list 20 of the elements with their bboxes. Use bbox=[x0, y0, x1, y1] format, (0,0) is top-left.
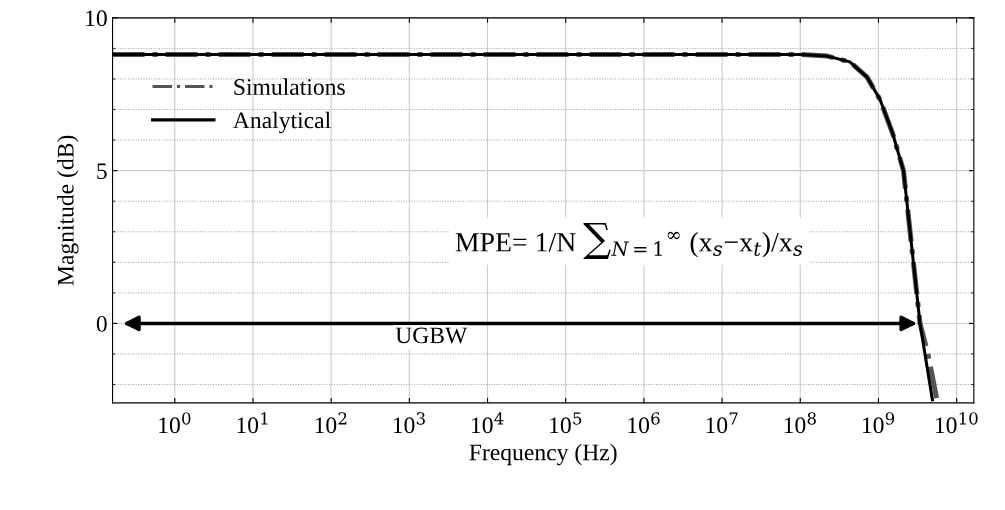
x-tick-label: 10$^{8}$ bbox=[784, 412, 816, 434]
x-tick-label: 10$^{4}$ bbox=[472, 412, 504, 434]
x-tick-label: 10$^{9}$ bbox=[862, 412, 895, 434]
x-tick-label: 10$^{0}$ bbox=[159, 412, 191, 434]
y-tick-label: 5 bbox=[97, 163, 107, 180]
x-tick-label: 10$^{1}$ bbox=[237, 412, 268, 434]
x-tick-label: 10$^{2}$ bbox=[315, 412, 347, 434]
y-tick-label: 10 bbox=[86, 10, 107, 27]
x-tick-label: 10$^{7}$ bbox=[706, 412, 738, 434]
x-tick-label: 10$^{3}$ bbox=[393, 412, 425, 434]
x-tick-label: 10$^{6}$ bbox=[628, 412, 660, 434]
annotation: UGBW bbox=[395, 327, 468, 344]
x-tick-label: 10$^{5}$ bbox=[550, 412, 582, 434]
y-tick-label: 0 bbox=[96, 315, 107, 332]
x-tick-label: 10$^{10}$ bbox=[935, 412, 978, 434]
text: MPE= 1/N ∑$_{N=1}$$^{∞}$ (x$_{s}$−x$_{t}$)/x$_{s}$ bbox=[455, 223, 803, 259]
legend-label: Simulations bbox=[234, 78, 345, 95]
y-axis-title: Magnitude (dB) bbox=[57, 135, 79, 286]
x-axis-title: Frequency (Hz) bbox=[469, 443, 617, 466]
legend-label: Analytical bbox=[233, 111, 331, 134]
